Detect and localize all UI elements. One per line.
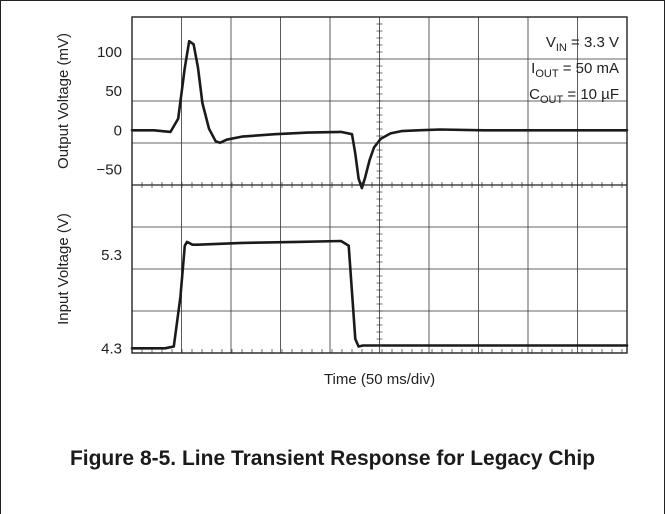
y-axis-label: Output Voltage (mV) xyxy=(55,33,72,169)
line-transient-chart: 100 50 0 −50 Output Voltage (mV) 5.3 4.3 Input … xyxy=(55,16,629,388)
y-tick-label: 50 xyxy=(105,83,122,100)
y-tick-label: 0 xyxy=(114,122,122,139)
condition-annotation: VIN = 3.3 V xyxy=(546,34,619,54)
series-line xyxy=(130,239,629,350)
frame-left-border xyxy=(0,0,1,514)
y-tick-label: 5.3 xyxy=(101,247,122,264)
x-axis-label: Time (50 ms/div) xyxy=(324,371,435,388)
frame-top-border xyxy=(0,0,665,1)
y-tick-label: 4.3 xyxy=(101,340,122,357)
y-tick-label: −50 xyxy=(97,161,122,178)
condition-annotation: COUT = 10 µF xyxy=(529,86,619,106)
y-tick-label: 100 xyxy=(97,44,122,61)
series-line xyxy=(130,39,629,190)
y-axis-label: Input Voltage (V) xyxy=(55,213,72,325)
condition-annotation: IOUT = 50 mA xyxy=(531,60,619,80)
figure-caption: Figure 8-5. Line Transient Response for … xyxy=(69,447,596,470)
